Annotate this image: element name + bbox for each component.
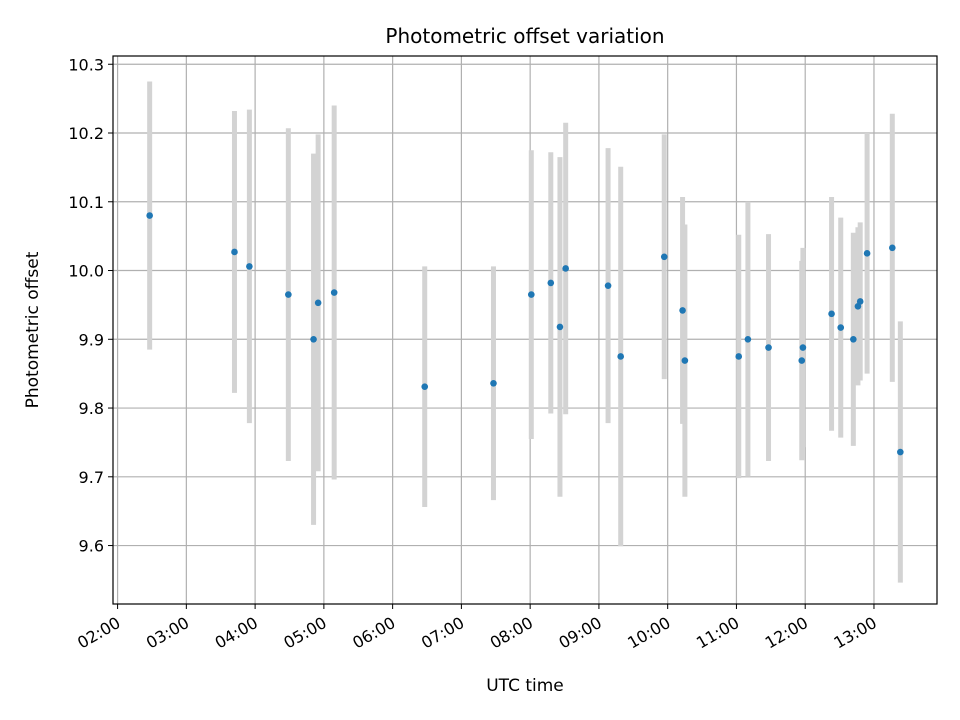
y-tick-label: 10.2 [68, 124, 104, 143]
data-point [330, 289, 338, 296]
data-point [744, 335, 752, 343]
data-point [681, 357, 689, 364]
data-point [617, 353, 624, 360]
data-point [246, 263, 253, 270]
data-point [889, 244, 896, 252]
data-point [146, 212, 153, 219]
y-tick-label: 10.1 [68, 193, 104, 212]
data-point [314, 299, 322, 307]
data-point [735, 353, 743, 360]
data-point [828, 310, 835, 318]
data-point [231, 248, 238, 256]
data-point [562, 265, 569, 272]
data-point [897, 448, 904, 456]
x-axis-label: UTC time [486, 676, 564, 696]
data-point [528, 291, 535, 298]
data-point [490, 379, 497, 387]
y-axis-ticks: 9.6 9.7 9.8 9.9 10.0 10.1 10.2 10.3 [68, 55, 113, 556]
data-point [837, 324, 845, 331]
y-tick-label: 9.6 [79, 537, 104, 556]
data-point [660, 253, 668, 261]
data-point [799, 344, 807, 351]
data-point [285, 291, 292, 298]
y-tick-label: 9.9 [79, 330, 104, 349]
data-point [310, 335, 317, 343]
data-point [856, 298, 864, 305]
data-point [765, 344, 772, 351]
data-point [556, 323, 564, 331]
data-points [146, 212, 904, 456]
data-point [850, 335, 857, 343]
chart-title: Photometric offset variation [385, 24, 664, 48]
data-point [547, 279, 555, 287]
y-tick-label: 9.8 [79, 399, 104, 418]
y-tick-label: 10.0 [68, 262, 104, 281]
data-point [679, 307, 686, 314]
data-point [421, 383, 429, 391]
y-tick-label: 9.7 [79, 468, 104, 487]
data-point [604, 282, 612, 289]
data-point [798, 357, 806, 364]
data-point [863, 250, 871, 257]
y-tick-label: 10.3 [68, 55, 104, 74]
plot-frame [112, 55, 938, 605]
y-axis-label: Photometric offset [23, 251, 43, 408]
